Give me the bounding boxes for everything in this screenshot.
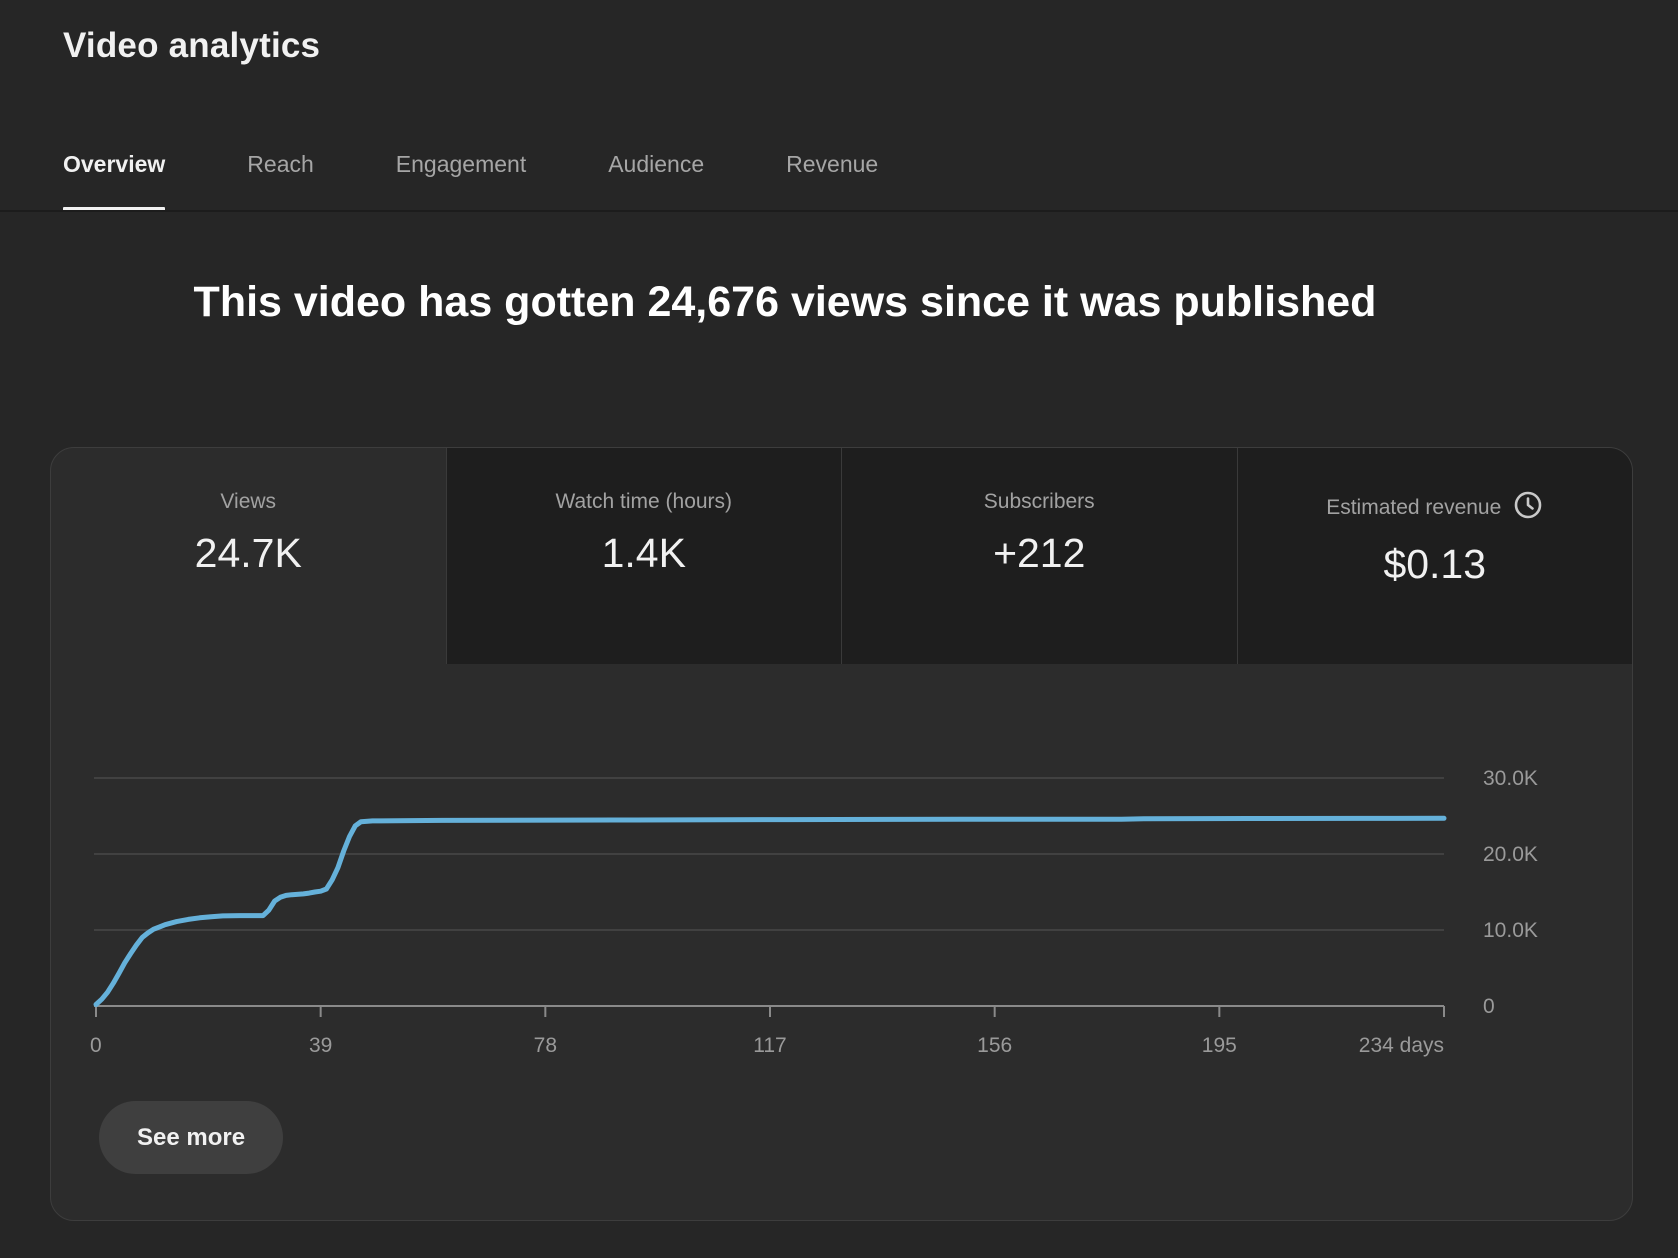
metric-label: Watch time (hours) [555,490,733,513]
views-headline: This video has gotten 24,676 views since… [193,278,1377,326]
analytics-tabbar: Overview Reach Engagement Audience Revenue [63,118,878,211]
x-tick-label: 234 days [1359,1034,1444,1057]
x-tick-label: 78 [534,1034,557,1057]
metric-label-row: Estimated revenue [1326,490,1543,525]
x-tick-label: 195 [1202,1034,1237,1057]
see-more-button[interactable]: See more [99,1101,284,1174]
views-series-line [93,815,1447,1007]
x-tick-label: 39 [309,1034,332,1057]
y-tick-label: 0 [1483,995,1495,1018]
tab-revenue[interactable]: Revenue [786,151,879,177]
tab-overview[interactable]: Overview [63,118,166,211]
y-tick-label: 10.0K [1483,919,1538,942]
metric-label: Estimated revenue [1326,495,1502,519]
page-title: Video analytics [63,26,321,65]
metric-card-subscribers[interactable]: Subscribers +212 [841,448,1237,664]
clock-icon [1513,490,1543,525]
y-tick-label: 30.0K [1483,767,1538,790]
x-tick-label: 117 [753,1034,786,1057]
metric-card-estimated-revenue[interactable]: Estimated revenue $0.13 [1236,448,1632,664]
metric-label: Subscribers [983,490,1095,513]
metric-label: Views [220,490,277,513]
y-tick-label: 20.0K [1483,843,1538,866]
metric-label-row: Watch time (hours) [555,490,732,514]
metric-value: 24.7K [194,530,302,576]
metric-strip: Views 24.7K Watch time (hours) 1.4K Subscrib… [51,448,1632,664]
tab-audience[interactable]: Audience [608,151,705,177]
tab-engagement[interactable]: Engagement [395,151,527,177]
analytics-card: Views 24.7K Watch time (hours) 1.4K Subscrib… [50,447,1633,1221]
metric-label-row: Subscribers [984,490,1095,514]
metric-card-watch-time-hours[interactable]: Watch time (hours) 1.4K [445,448,841,664]
x-tick-label: 156 [977,1034,1012,1057]
tab-reach[interactable]: Reach [247,151,314,177]
metric-label-row: Views [220,490,276,514]
metric-value: $0.13 [1383,541,1487,587]
chart-canvas: 0 39 78 117 156 195 234 days 0 10.0K 20.0K 30.0K [90,767,1538,1057]
x-tick-label: 0 [90,1034,102,1057]
metric-value: +212 [993,530,1086,576]
metric-card-views[interactable]: Views 24.7K [51,448,446,664]
tabbar-divider [0,210,1678,212]
metric-value: 1.4K [601,530,686,576]
